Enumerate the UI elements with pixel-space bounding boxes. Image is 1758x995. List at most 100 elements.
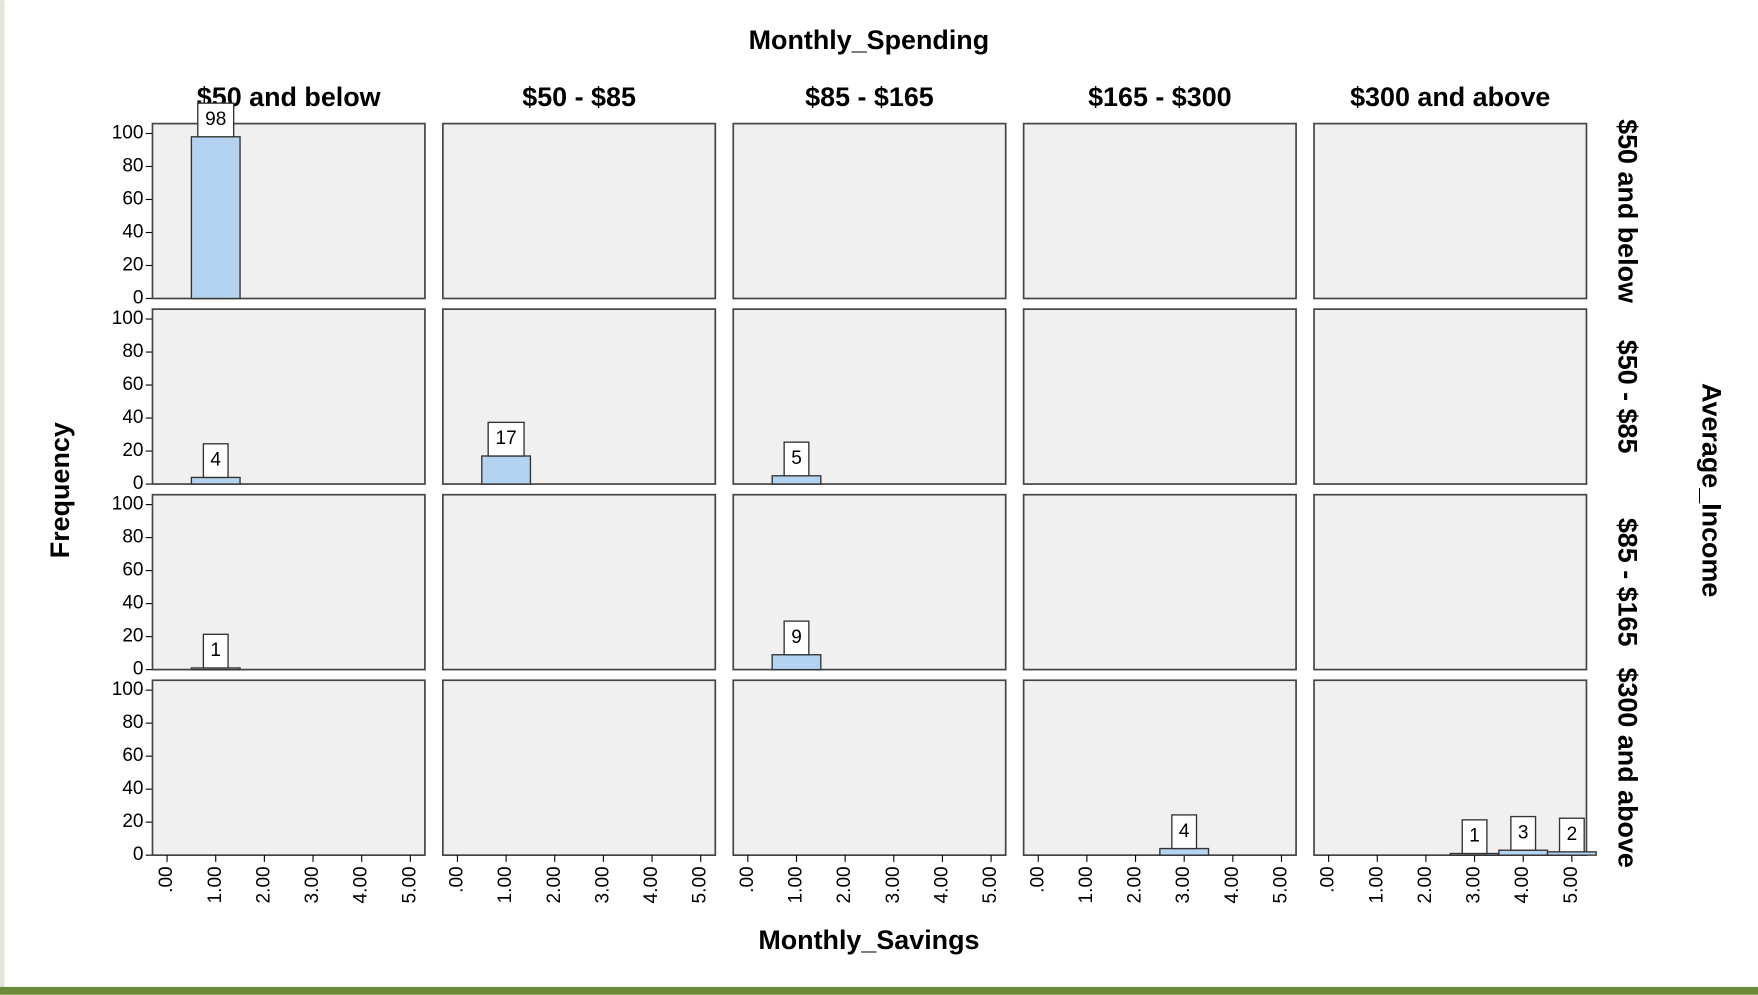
- y-tick-label: 20: [122, 255, 143, 276]
- y-tick-label: 60: [122, 189, 143, 210]
- y-tick-label: 60: [122, 374, 143, 395]
- column-label: $50 - $85: [522, 82, 636, 112]
- x-tick-label: 5.00: [1561, 866, 1582, 903]
- x-tick-label: 3.00: [302, 866, 323, 903]
- y-tick-label: 0: [133, 288, 144, 309]
- x-tick-label: 5.00: [980, 866, 1001, 903]
- panel: [442, 493, 717, 671]
- x-axis-label: Monthly_Savings: [758, 925, 979, 955]
- panel: [1313, 308, 1588, 485]
- column-label: $165 - $300: [1088, 82, 1232, 112]
- x-tick-label: 3.00: [883, 866, 904, 903]
- panel: [1313, 493, 1588, 671]
- value-label: 1: [210, 640, 221, 661]
- value-label: 17: [496, 428, 517, 449]
- panel: [732, 679, 1007, 856]
- x-tick-label: 3.00: [1173, 866, 1194, 903]
- x-tick-label: 3.00: [1464, 866, 1485, 903]
- y-tick-label: 20: [122, 440, 143, 461]
- value-label-box: [783, 441, 810, 477]
- bar: [771, 654, 822, 671]
- value-label-box: [202, 443, 229, 479]
- panel: [151, 679, 426, 856]
- y-tick-label: 100: [112, 308, 144, 329]
- value-label-box: [197, 102, 235, 138]
- value-label-box: [487, 421, 525, 457]
- value-label: 3: [1518, 822, 1529, 843]
- panel: [151, 308, 426, 485]
- column-label: $85 - $165: [805, 82, 934, 112]
- value-label: 5: [791, 448, 802, 469]
- panel: [442, 679, 717, 856]
- y-tick-label: 20: [122, 811, 143, 832]
- x-tick-label: 1.00: [205, 866, 226, 903]
- value-label-box: [1171, 814, 1198, 850]
- x-tick-label: 3.00: [592, 866, 613, 903]
- panel: [732, 122, 1007, 300]
- column-label: $300 and above: [1350, 82, 1550, 112]
- panel: [1313, 679, 1588, 856]
- x-tick-label: 2.00: [253, 866, 274, 903]
- x-tick-label: .00: [737, 866, 758, 892]
- value-label: 98: [205, 109, 226, 130]
- y-tick-label: 100: [112, 679, 144, 700]
- bar: [190, 136, 241, 300]
- x-tick-label: 4.00: [1222, 866, 1243, 903]
- value-label: 1: [1469, 826, 1480, 847]
- x-tick-label: 1.00: [1076, 866, 1097, 903]
- y-tick-label: 80: [122, 156, 143, 177]
- x-tick-label: 1.00: [1366, 866, 1387, 903]
- panel: [151, 493, 426, 671]
- value-label-box: [202, 633, 229, 669]
- panel: [1022, 493, 1297, 671]
- x-tick-label: 1.00: [495, 866, 516, 903]
- panel: [442, 122, 717, 300]
- x-tick-label: 2.00: [544, 866, 565, 903]
- column-title: Monthly_Spending: [749, 25, 990, 55]
- y-tick-label: 80: [122, 527, 143, 548]
- panel: [1313, 122, 1588, 300]
- x-tick-label: 1.00: [786, 866, 807, 903]
- x-tick-label: 2.00: [1125, 866, 1146, 903]
- value-label-box: [1558, 817, 1585, 853]
- y-tick-label: 0: [133, 844, 144, 865]
- y-tick-label: 60: [122, 745, 143, 766]
- y-tick-label: 0: [133, 659, 144, 680]
- value-label: 2: [1567, 824, 1578, 845]
- x-tick-label: 5.00: [690, 866, 711, 903]
- value-label-box: [1461, 819, 1488, 855]
- row-label: $300 and above: [1613, 668, 1643, 868]
- y-tick-label: 100: [112, 494, 144, 515]
- row-label: $50 and below: [1613, 119, 1643, 303]
- x-tick-label: 5.00: [1271, 866, 1292, 903]
- x-tick-label: .00: [156, 866, 177, 892]
- y-tick-label: 60: [122, 560, 143, 581]
- x-tick-label: 4.00: [641, 866, 662, 903]
- x-tick-label: 2.00: [1415, 866, 1436, 903]
- value-label-box: [783, 620, 810, 656]
- bar: [1159, 847, 1210, 856]
- x-tick-label: 4.00: [1512, 866, 1533, 903]
- frame-edge: [0, 0, 5, 987]
- panel: [732, 308, 1007, 485]
- y-tick-label: 0: [133, 473, 144, 494]
- y-tick-label: 20: [122, 626, 143, 647]
- x-tick-label: .00: [1027, 866, 1048, 892]
- bar: [1498, 849, 1549, 856]
- row-label: $85 - $165: [1613, 518, 1643, 647]
- y-tick-label: 40: [122, 407, 143, 428]
- y-tick-label: 40: [122, 593, 143, 614]
- panel: [1022, 122, 1297, 300]
- y-tick-label: 80: [122, 341, 143, 362]
- value-label: 4: [210, 450, 221, 471]
- x-tick-label: 2.00: [834, 866, 855, 903]
- panel: [1022, 308, 1297, 485]
- y-tick-label: 40: [122, 222, 143, 243]
- row-label: $50 - $85: [1613, 340, 1643, 454]
- x-tick-label: .00: [446, 866, 467, 892]
- footer-bar: [0, 986, 1758, 995]
- row-title: Average_Income: [1697, 383, 1727, 597]
- y-axis-label: Frequency: [45, 422, 75, 558]
- bar: [481, 455, 532, 485]
